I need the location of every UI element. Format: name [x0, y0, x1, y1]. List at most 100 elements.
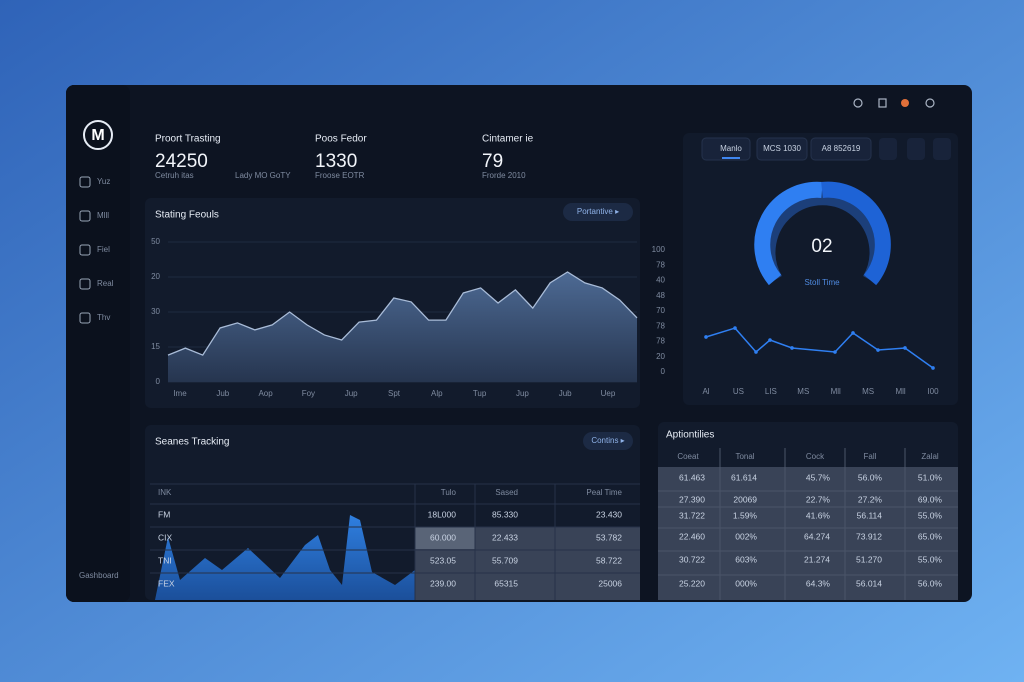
table-header: Peal Time — [586, 488, 622, 497]
stat-extra: Lady MO GoTY — [235, 171, 291, 180]
table-cell: 603% — [735, 554, 757, 564]
table-cell: 58.722 — [596, 555, 622, 565]
x-tick-label: Mll — [831, 387, 841, 396]
stat-sub: Frorde 2010 — [482, 171, 526, 180]
table-cell: 002% — [735, 531, 757, 541]
y-tick-label: 78 — [656, 321, 665, 330]
table-cell: 69.0% — [918, 494, 943, 504]
table-cell: 239.00 — [430, 578, 456, 588]
area — [168, 271, 637, 382]
right-card — [683, 133, 958, 405]
x-tick-label: US — [733, 387, 744, 396]
area-chart-button-bg[interactable] — [563, 203, 633, 221]
table-header: Cock — [806, 452, 825, 461]
table-cell: 31.722 — [679, 510, 705, 520]
table-cell: 56.0% — [858, 472, 883, 482]
x-tick-label: Jup — [516, 389, 529, 398]
activities-title: Aptiontilies — [666, 430, 714, 441]
tracking-button[interactable]: Contins ▸ — [591, 436, 624, 445]
table-cell: 65315 — [494, 578, 518, 588]
y-tick-label: 0 — [661, 367, 666, 376]
y-tick-label: 20 — [656, 352, 665, 361]
x-tick-label: Alp — [431, 389, 443, 398]
table-cell: 64.274 — [804, 531, 830, 541]
table-header: Sased — [495, 488, 518, 497]
table-cell: 22.7% — [806, 494, 831, 504]
table-cell: FM — [158, 509, 170, 519]
line-point — [768, 338, 772, 342]
y-tick-label: 20 — [151, 272, 160, 281]
sidebar-footer[interactable]: Gashboard — [79, 571, 119, 580]
y-tick-label: 40 — [656, 276, 665, 285]
nav-icon — [79, 244, 91, 256]
table-cell: TNI — [158, 555, 172, 565]
table-cell: 21.274 — [804, 554, 830, 564]
table-cell: 55.709 — [492, 555, 518, 565]
line — [705, 327, 934, 369]
tab[interactable] — [701, 137, 751, 161]
tool-button[interactable] — [879, 138, 897, 160]
table-cell: 20069 — [733, 494, 757, 504]
table-cell: FEX — [158, 578, 175, 588]
table-header: Tulo — [441, 488, 457, 497]
stat-value: 24250 — [155, 151, 208, 172]
x-tick-label: MS — [797, 387, 809, 396]
tracking-title: Seanes Tracking — [155, 437, 230, 448]
table-cell: 22.460 — [679, 531, 705, 541]
table-cell: 85.330 — [492, 509, 518, 519]
nav-icon — [79, 312, 91, 324]
stat-title: Cintamer ie — [482, 134, 534, 145]
table-cell: 73.912 — [856, 531, 882, 541]
tool-button[interactable] — [907, 138, 925, 160]
tab[interactable] — [810, 137, 872, 161]
line-point — [833, 350, 837, 354]
nav-item[interactable]: Yuz — [97, 177, 110, 186]
table-cell: 25006 — [598, 578, 622, 588]
stat-sub: Froose EOTR — [315, 171, 365, 180]
x-tick-label: LIS — [765, 387, 777, 396]
stat-value: 79 — [482, 151, 503, 172]
nav-item[interactable]: Fiel — [97, 245, 110, 254]
table-cell: 45.7% — [806, 472, 831, 482]
top-icons — [853, 98, 935, 108]
table-cell: 27.2% — [858, 494, 883, 504]
nav-item[interactable]: Real — [97, 279, 114, 288]
tab[interactable] — [756, 137, 808, 161]
y-tick-label: 78 — [656, 260, 665, 269]
table-cell: 56.0% — [918, 578, 943, 588]
line-point — [754, 350, 758, 354]
tracking-button-bg[interactable] — [583, 432, 633, 450]
nav-item[interactable]: Mlll — [97, 211, 109, 220]
tab-label[interactable]: MCS 1030 — [763, 144, 801, 153]
sidebar — [66, 85, 130, 602]
table-header: Zalal — [921, 452, 939, 461]
nav-icon — [79, 210, 91, 222]
tool-button[interactable] — [933, 138, 951, 160]
x-tick-label: Al — [702, 387, 709, 396]
area-line — [167, 271, 638, 356]
table-header: INK — [158, 488, 172, 497]
x-tick-label: Aop — [258, 389, 273, 398]
line-point — [903, 346, 907, 350]
tracking-area-decoration — [155, 515, 415, 600]
tab-label[interactable]: A8 852619 — [822, 144, 861, 153]
x-tick-label: MS — [862, 387, 874, 396]
table-cell: 64.3% — [806, 578, 831, 588]
x-tick-label: Jub — [559, 389, 572, 398]
x-tick-label: Tup — [473, 389, 487, 398]
x-tick-label: Uep — [601, 389, 616, 398]
y-tick-label: 15 — [151, 342, 160, 351]
tracking-highlight-cell — [415, 527, 475, 549]
x-tick-label: Ime — [173, 389, 187, 398]
y-tick-label: 0 — [156, 377, 161, 386]
tab-label[interactable]: Manlo — [720, 144, 742, 153]
x-tick-label: Jub — [216, 389, 229, 398]
table-cell: 51.0% — [918, 472, 943, 482]
line-point — [790, 346, 794, 350]
y-tick-label: 78 — [656, 337, 665, 346]
gauge-value: 02 — [811, 236, 832, 257]
nav-item[interactable]: Thv — [97, 313, 110, 322]
area-chart-button[interactable]: Portantive ▸ — [577, 207, 619, 216]
table-cell: 53.782 — [596, 532, 622, 542]
area-chart-title: Stating Feouls — [155, 210, 219, 221]
